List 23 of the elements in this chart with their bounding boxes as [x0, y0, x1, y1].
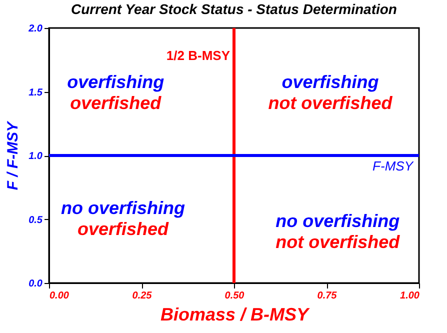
annotation: overfishing: [282, 72, 379, 92]
y-tick-label: 1.5: [28, 87, 43, 98]
x-axis-title: Biomass / B-MSY: [160, 304, 311, 324]
annotation: overfished: [77, 219, 170, 240]
x-tick-label: 0.75: [317, 290, 338, 302]
annotation: overfishing: [67, 72, 164, 92]
x-tick-label: 0.00: [50, 290, 70, 302]
y-tick-label: 2.0: [28, 24, 43, 34]
y-tick-label: 1.0: [28, 151, 43, 162]
y-tick-label: 0.5: [28, 214, 43, 226]
y-tick-label: 0.0: [28, 278, 43, 290]
y-axis-title: F / F-MSY: [4, 120, 22, 190]
ref-line-label: 1/2 B-MSY: [166, 48, 230, 63]
annotation: not overfished: [276, 232, 401, 252]
annotation: no overfishing: [276, 210, 400, 231]
annotation: not overfished: [268, 92, 394, 113]
ref-line-label: F-MSY: [372, 158, 414, 174]
x-tick-label: 1.00: [400, 290, 420, 302]
annotation: overfished: [70, 92, 162, 113]
x-tick-label: 0.25: [132, 290, 152, 302]
x-tick-label: 0.50: [224, 290, 245, 302]
annotation: no overfishing: [60, 198, 186, 218]
chart-title: Current Year Stock Status - Status Determination: [71, 1, 397, 17]
